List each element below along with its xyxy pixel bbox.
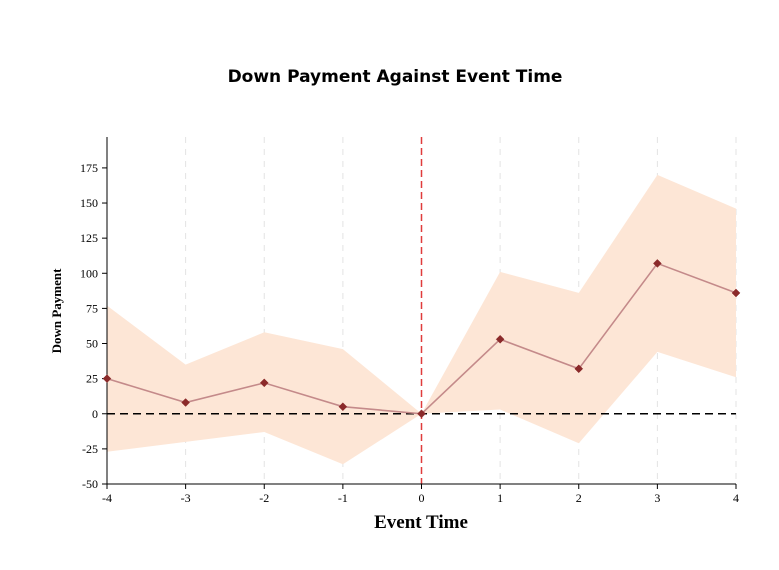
data-point-marker xyxy=(102,374,112,383)
y-tick-label: -50 xyxy=(82,477,98,491)
x-tick-label: -2 xyxy=(259,491,269,505)
y-tick-label: 75 xyxy=(86,301,98,315)
data-point-marker xyxy=(731,288,741,298)
axes: -50 -25 0 25 50 75 100 125 150 175 -4 -3 -2 -1 0 1 2 3 4 xyxy=(80,137,739,505)
x-tick-label: 0 xyxy=(419,491,425,505)
data-point-marker xyxy=(574,364,584,374)
ci-band xyxy=(107,174,736,465)
x-tick-label: 1 xyxy=(497,491,503,505)
x-tick-label: -3 xyxy=(181,491,191,505)
series-markers xyxy=(102,259,741,419)
x-tick-label: 3 xyxy=(654,491,660,505)
data-point-marker xyxy=(259,378,269,388)
x-tick-label: -4 xyxy=(102,491,112,505)
y-tick-label: 0 xyxy=(92,407,98,421)
x-tick-label: -1 xyxy=(338,491,348,505)
y-tick-label: 125 xyxy=(80,231,98,245)
x-axis-label: Event Time xyxy=(374,512,468,533)
y-tick-label: 175 xyxy=(80,161,98,175)
y-axis-label: Down Payment xyxy=(49,268,64,354)
x-tick-label: 2 xyxy=(576,491,582,505)
y-tick-label: 100 xyxy=(80,266,98,280)
confidence-band xyxy=(107,174,736,465)
y-tick-label: 50 xyxy=(86,337,98,351)
y-tick-label: 150 xyxy=(80,196,98,210)
y-tick-label: -25 xyxy=(82,442,98,456)
y-tick-label: 25 xyxy=(86,372,98,386)
data-point-marker xyxy=(338,402,348,412)
chart-title: Down Payment Against Event Time xyxy=(228,67,563,87)
data-point-marker xyxy=(653,259,662,268)
data-point-marker xyxy=(495,334,505,344)
data-point-marker xyxy=(181,398,190,407)
x-tick-label: 4 xyxy=(733,491,739,505)
data-point-marker xyxy=(417,409,426,419)
